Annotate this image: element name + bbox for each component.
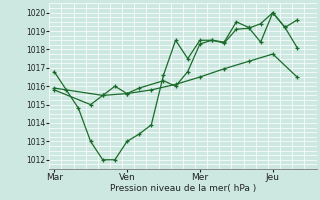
X-axis label: Pression niveau de la mer( hPa ): Pression niveau de la mer( hPa ) <box>110 184 256 193</box>
